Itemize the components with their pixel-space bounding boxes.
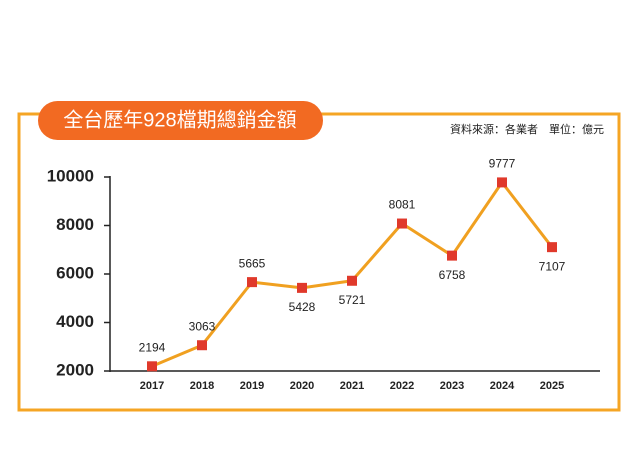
marker <box>247 277 257 288</box>
x-tick-label: 2024 <box>490 380 515 392</box>
x-tick-label: 2021 <box>340 380 364 392</box>
marker <box>197 340 207 351</box>
marker <box>347 275 357 286</box>
marker <box>547 242 557 253</box>
x-tick-label: 2018 <box>190 380 214 392</box>
line <box>151 180 554 368</box>
value-label: 6758 <box>439 268 466 282</box>
title-pill <box>38 101 323 140</box>
y-tick-label: 8000 <box>56 215 94 234</box>
value-label: 5665 <box>239 256 266 270</box>
marker <box>447 250 457 261</box>
marker <box>397 218 407 229</box>
value-label: 2194 <box>139 340 166 354</box>
x-tick-label: 2023 <box>440 380 464 392</box>
y-tick-label: 2000 <box>56 360 94 379</box>
x-tick-label: 2017 <box>140 380 164 392</box>
value-label: 8081 <box>389 198 416 212</box>
x-tick-label: 2020 <box>290 380 314 392</box>
value-label: 9777 <box>489 157 516 171</box>
marker <box>297 282 307 293</box>
y-tick-label: 4000 <box>56 312 94 331</box>
chart-title: 全台歷年928檔期總銷金額 <box>63 108 296 131</box>
subtitle: 資料來源：各業者 單位：億元 <box>450 122 604 136</box>
value-label: 3063 <box>189 319 216 333</box>
x-tick-label: 2019 <box>240 380 264 392</box>
frame <box>17 112 621 412</box>
value-label: 5428 <box>289 300 316 314</box>
value-label: 5721 <box>339 293 366 307</box>
x-tick-label: 2022 <box>390 380 414 392</box>
y-tick-label: 10000 <box>47 166 94 185</box>
marker <box>497 177 507 188</box>
value-label: 7107 <box>539 259 566 273</box>
marker <box>147 361 157 372</box>
y-tick-label: 6000 <box>56 263 94 282</box>
x-tick-label: 2025 <box>540 380 564 392</box>
